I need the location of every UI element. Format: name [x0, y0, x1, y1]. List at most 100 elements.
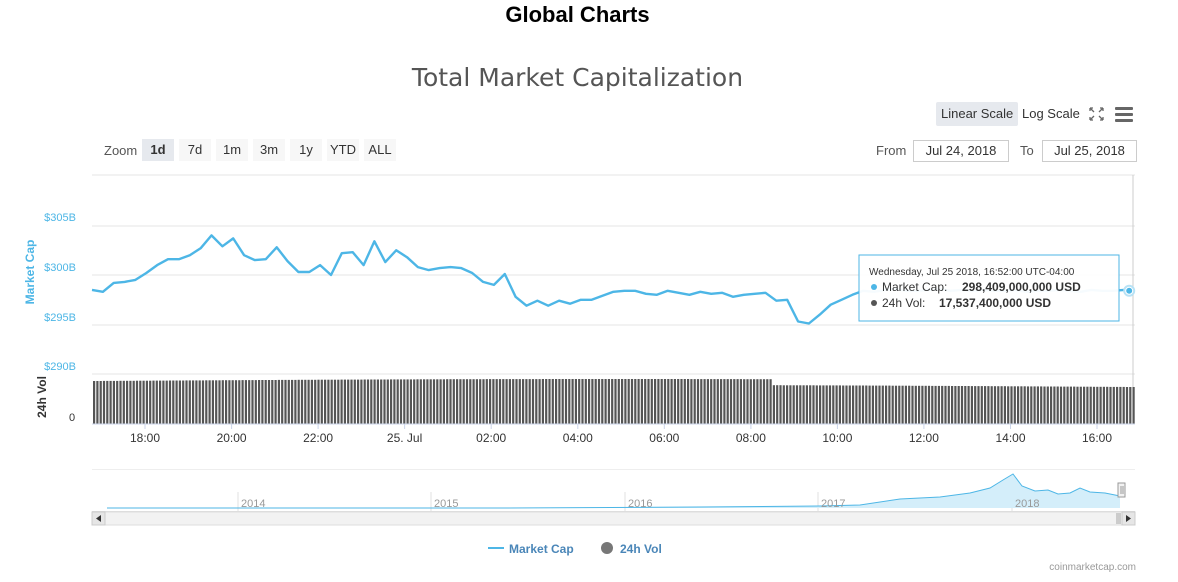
volume-bar [390, 379, 393, 424]
volume-bar [482, 379, 485, 424]
x-tick-label: 08:00 [736, 431, 766, 445]
volume-bar [409, 379, 412, 424]
zoom-1d-button[interactable]: 1d [142, 139, 174, 161]
volume-bar [327, 379, 330, 424]
legend-item-market-cap[interactable]: Market Cap [488, 542, 574, 556]
to-date-input[interactable]: Jul 25, 2018 [1042, 140, 1137, 162]
volume-bar [294, 379, 297, 424]
volume-bar [716, 379, 719, 424]
volume-bar [512, 379, 515, 424]
volume-bar [248, 380, 251, 424]
navigator[interactable]: 2014 2015 2016 2017 2018 [92, 469, 1135, 512]
scroll-thumb[interactable] [1116, 513, 1121, 524]
volume-bar [373, 379, 376, 424]
credit-link[interactable]: coinmarketcap.com [1049, 562, 1136, 573]
zoom-ytd-button[interactable]: YTD [327, 139, 359, 161]
volume-bar [878, 385, 881, 424]
volume-bar [363, 379, 366, 424]
volume-bar [159, 380, 162, 424]
zoom-label: Zoom [104, 143, 138, 158]
volume-bar [1020, 386, 1023, 424]
volume-bar [937, 385, 940, 424]
volume-bar [139, 380, 142, 424]
legend-item-24h-vol[interactable]: 24h Vol [601, 542, 662, 556]
zoom-1m-button[interactable]: 1m [216, 139, 248, 161]
navigator-year: 2017 [821, 498, 845, 510]
volume-bar [162, 380, 165, 424]
volume-bar [795, 385, 799, 424]
volume-bar [1069, 386, 1072, 424]
volume-bar [700, 379, 703, 424]
scrollbar[interactable] [91, 511, 1136, 526]
volume-bar [1003, 386, 1006, 424]
volume-bar [109, 380, 112, 424]
volume-bar [1050, 386, 1053, 424]
fullscreen-icon[interactable] [1089, 107, 1104, 121]
zoom-all-button[interactable]: ALL [364, 139, 396, 161]
volume-bar [324, 379, 327, 424]
volume-bar [861, 385, 865, 424]
volume-bar [891, 385, 894, 424]
volume-bar [1023, 386, 1026, 424]
volume-bar [934, 385, 937, 424]
zoom-7d-button[interactable]: 7d [179, 139, 211, 161]
volume-bar [568, 379, 571, 424]
y-axis-title: Market Cap [23, 240, 37, 305]
hamburger-menu-icon[interactable] [1115, 107, 1133, 122]
volume-bar [1092, 386, 1096, 424]
volume-bar [980, 386, 983, 424]
volume-bar [855, 385, 858, 424]
volume-bar [578, 379, 581, 424]
volume-bar [677, 379, 680, 424]
volume-series [93, 379, 1135, 424]
navigator-year: 2015 [434, 498, 458, 510]
volume-bar [1076, 386, 1079, 424]
volume-bar [644, 379, 647, 424]
volume-bar [548, 379, 551, 424]
volume-bar [967, 386, 970, 424]
volume-bar [350, 379, 353, 424]
volume-bar [1040, 386, 1043, 424]
volume-bar [1013, 386, 1016, 424]
volume-bar [792, 385, 795, 424]
volume-bar [726, 379, 729, 424]
volume-bar [749, 379, 752, 424]
x-tick-label: 22:00 [303, 431, 333, 445]
log-scale-button[interactable]: Log Scale [1022, 106, 1080, 121]
volume-bar [954, 386, 957, 424]
from-date-input[interactable]: Jul 24, 2018 [913, 140, 1009, 162]
volume-bar [429, 379, 432, 424]
zoom-1y-button[interactable]: 1y [290, 139, 322, 161]
volume-bar [277, 379, 280, 424]
volume-bar [423, 379, 426, 424]
y-tick-label: $305B [44, 212, 76, 224]
x-tick-label: 14:00 [995, 431, 1025, 445]
volume-bar [366, 379, 370, 424]
volume-bar [396, 379, 399, 424]
volume-bar [225, 380, 228, 424]
x-tick-label: 10:00 [822, 431, 852, 445]
navigator-year: 2018 [1015, 498, 1039, 510]
volume-bar [436, 379, 439, 424]
to-label: To [1020, 143, 1034, 158]
volume-bar [333, 379, 337, 424]
legend-label: 24h Vol [620, 542, 662, 556]
volume-bar [122, 380, 125, 424]
volume-bar [456, 379, 459, 424]
volume-bar [706, 379, 709, 424]
linear-scale-button[interactable]: Linear Scale [936, 102, 1019, 126]
volume-bar [673, 379, 676, 424]
volume-bar [479, 379, 482, 424]
volume-bar [307, 379, 310, 424]
volume-bar [175, 380, 178, 424]
volume-bar [1122, 386, 1125, 424]
volume-bar [1046, 386, 1049, 424]
volume-bar [1112, 386, 1115, 424]
volume-bar [630, 379, 634, 424]
volume-bar [990, 386, 993, 424]
volume-bar [284, 379, 287, 424]
x-axis-ticks: 18:00 20:00 22:00 25. Jul 02:00 04:00 06:00 08:… [130, 424, 1112, 445]
zoom-3m-button[interactable]: 3m [253, 139, 285, 161]
tooltip-marker [871, 300, 877, 306]
x-tick-label: 20:00 [217, 431, 247, 445]
